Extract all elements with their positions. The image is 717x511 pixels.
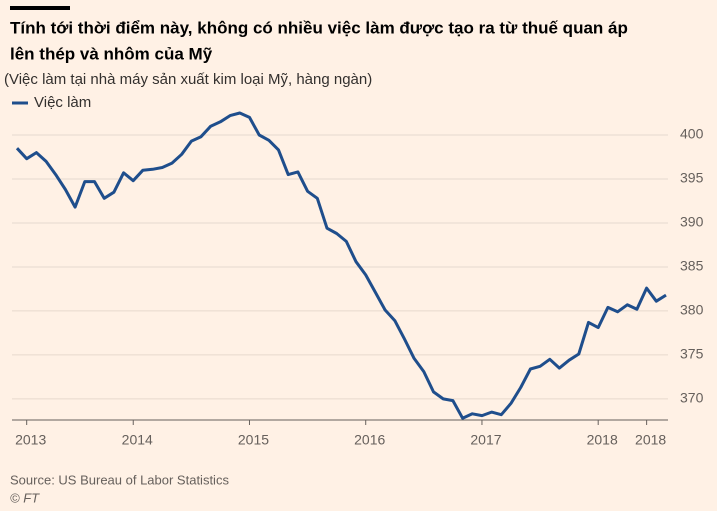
y-tick-label: 400 bbox=[680, 126, 704, 142]
line bbox=[15, 111, 667, 420]
x-tick-label: 2013 bbox=[15, 432, 46, 448]
x-tick-label: 2014 bbox=[122, 432, 153, 448]
y-tick-label: 385 bbox=[680, 258, 704, 274]
legend-label: Việc làm bbox=[34, 94, 91, 111]
y-tick-label: 395 bbox=[680, 170, 704, 186]
x-tick-label: 2016 bbox=[354, 432, 385, 448]
x-tick-label: 2018 bbox=[587, 432, 618, 448]
title-bar bbox=[10, 6, 70, 10]
chart-title: lên thép và nhôm của Mỹ bbox=[10, 44, 213, 63]
chart-title: Tính tới thời điểm này, không có nhiều v… bbox=[10, 18, 628, 37]
y-tick-label: 375 bbox=[680, 346, 704, 362]
x-tick-label: 2015 bbox=[238, 432, 269, 448]
y-tick-label: 380 bbox=[680, 302, 704, 318]
chart-subtitle: (Việc làm tại nhà máy sản xuất kim loại … bbox=[4, 71, 372, 88]
credit: © FT bbox=[10, 490, 40, 505]
x-tick-label: 2017 bbox=[470, 432, 501, 448]
y-tick-label: 390 bbox=[680, 214, 704, 230]
y-tick-label: 370 bbox=[680, 390, 704, 406]
source: Source: US Bureau of Labor Statistics bbox=[10, 472, 229, 487]
x-tick-label: 2018 bbox=[635, 432, 666, 448]
